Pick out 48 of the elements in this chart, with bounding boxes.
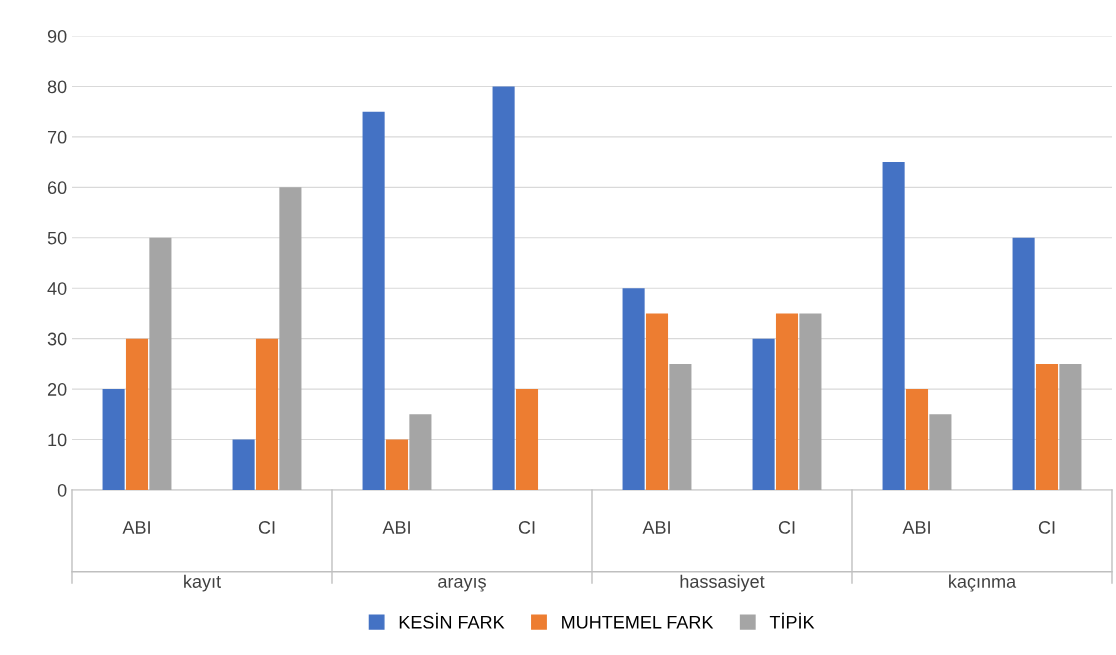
bar bbox=[1035, 363, 1059, 490]
bar bbox=[255, 338, 279, 490]
y-tick-label: 60 bbox=[47, 181, 67, 195]
bar bbox=[409, 414, 432, 490]
bar bbox=[622, 288, 645, 490]
bar bbox=[125, 338, 149, 490]
y-tick-label: 40 bbox=[47, 282, 67, 295]
y-tick-label: 80 bbox=[47, 80, 67, 94]
x-tick-label: CI bbox=[778, 521, 795, 534]
bar bbox=[385, 439, 409, 490]
bar bbox=[645, 313, 669, 490]
x-tick-label: CI bbox=[258, 521, 275, 534]
bar bbox=[492, 86, 515, 490]
legend-label: TİPİK bbox=[769, 612, 815, 629]
text: kayıt bbox=[184, 574, 221, 592]
x-tick-label: ABI bbox=[642, 521, 670, 534]
bar bbox=[149, 237, 172, 490]
bar bbox=[775, 313, 799, 490]
y-tick-label: 0 bbox=[57, 483, 67, 497]
text: hassasiyet bbox=[680, 574, 765, 592]
bar bbox=[102, 389, 125, 490]
bar bbox=[515, 389, 539, 490]
x-tick-label: ABI bbox=[382, 521, 410, 534]
bar bbox=[905, 389, 929, 490]
bar bbox=[882, 162, 905, 490]
bar bbox=[1059, 363, 1082, 490]
bar bbox=[669, 363, 692, 490]
text: arayış bbox=[438, 577, 486, 592]
x-tick-label: ABI bbox=[902, 521, 930, 534]
bar bbox=[279, 187, 302, 490]
x-tick-label: CI bbox=[1038, 521, 1055, 534]
y-tick-label: 10 bbox=[48, 433, 67, 447]
y-tick-label: 30 bbox=[47, 332, 67, 346]
y-tick-label: 50 bbox=[47, 231, 67, 245]
text: kaçınma bbox=[949, 574, 1017, 592]
x-tick-label: ABI bbox=[122, 521, 150, 534]
y-tick-label: 90 bbox=[47, 29, 67, 43]
legend-label: MUHTEMEL FARK bbox=[562, 615, 714, 629]
bar bbox=[1012, 237, 1035, 490]
bar bbox=[362, 111, 385, 490]
bar bbox=[232, 439, 255, 490]
x-tick-label: CI bbox=[518, 521, 535, 534]
bar bbox=[799, 313, 822, 490]
bar bbox=[929, 414, 952, 490]
bar bbox=[752, 338, 775, 490]
y-tick-label: 20 bbox=[47, 383, 67, 396]
y-tick-label: 70 bbox=[47, 130, 67, 144]
legend-label: KESİN FARK bbox=[399, 612, 505, 629]
